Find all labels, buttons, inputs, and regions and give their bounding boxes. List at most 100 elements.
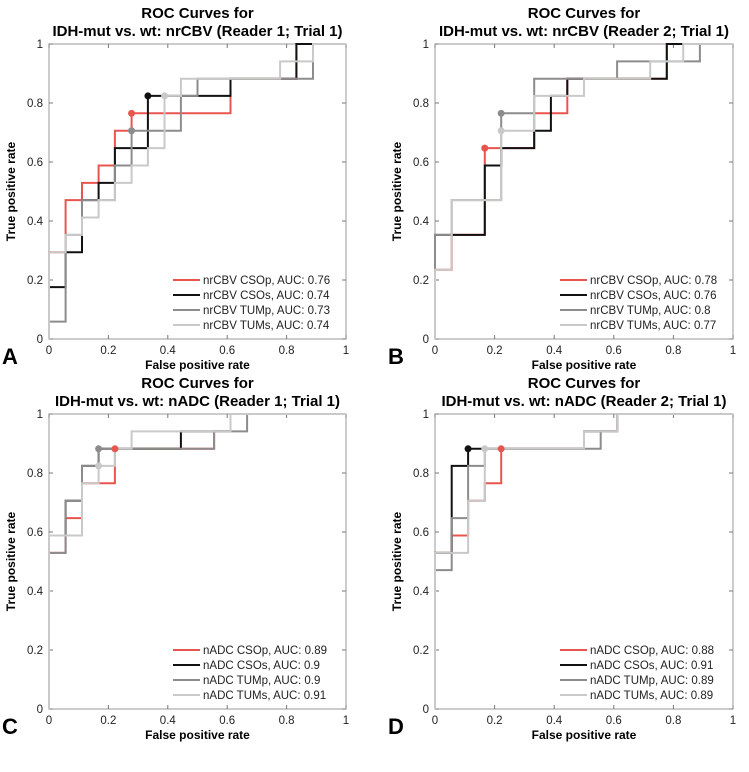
- x-tick-label: 0.8: [665, 345, 681, 357]
- y-tick-label: 0.2: [413, 645, 429, 657]
- x-tick-label: 0: [432, 715, 438, 727]
- y-tick-label: 0.6: [27, 157, 43, 169]
- optimal-point-marker-csos: [144, 92, 152, 100]
- chart-title-line-1: ROC Curves for: [528, 375, 641, 392]
- legend: nrCBV CSOp, AUC: 0.78 nrCBV CSOs, AUC: 0.…: [560, 275, 717, 332]
- y-tick-label: 1: [423, 39, 429, 51]
- legend-label: nrCBV TUMp, AUC: 0.8: [590, 305, 711, 317]
- y-tick-label: 0.2: [27, 275, 43, 287]
- optimal-point-marker-csop: [128, 109, 136, 117]
- roc-curve-tums: [434, 43, 733, 339]
- x-tick-label: 0.2: [100, 715, 116, 727]
- panel-letter: A: [2, 344, 18, 369]
- x-tick-label: 0.4: [546, 345, 563, 357]
- roc-curve-tums: [48, 43, 346, 339]
- y-axis-label: True positive rate: [390, 511, 404, 611]
- legend-label: nADC CSOs, AUC: 0.9: [203, 660, 320, 672]
- legend: nADC CSOp, AUC: 0.89 nADC CSOs, AUC: 0.9 n…: [173, 645, 327, 702]
- x-tick-label: 0.8: [279, 715, 295, 727]
- x-tick-label: 0.6: [606, 715, 622, 727]
- x-tick-label: 0.8: [279, 345, 295, 357]
- x-axis-label: False positive rate: [145, 358, 250, 372]
- optimal-point-marker-tums: [481, 445, 489, 453]
- x-axis-label: False positive rate: [145, 728, 250, 742]
- y-axis-label: True positive rate: [4, 141, 18, 241]
- chart-title-line-1: ROC Curves for: [141, 5, 254, 22]
- y-tick-label: 0.2: [27, 645, 43, 657]
- chart-title-line-2: IDH-mut vs. wt: nADC (Reader 1; Trial 1): [55, 393, 340, 410]
- x-tick-label: 0.8: [665, 715, 681, 727]
- legend-label: nADC TUMs, AUC: 0.91: [203, 690, 326, 702]
- panel-letter: C: [2, 714, 18, 739]
- legend-label: nrCBV CSOp, AUC: 0.78: [590, 275, 717, 287]
- x-tick-label: 1: [730, 345, 736, 357]
- y-axis-label: True positive rate: [4, 511, 18, 611]
- x-tick-label: 0.4: [160, 715, 177, 727]
- chart-title-line-1: ROC Curves for: [528, 5, 641, 22]
- y-tick-label: 0.4: [413, 586, 430, 598]
- x-tick-label: 1: [343, 715, 349, 727]
- y-tick-label: 1: [423, 409, 429, 421]
- roc-curve-tums: [48, 413, 346, 709]
- legend-label: nADC CSOp, AUC: 0.89: [203, 645, 327, 657]
- chart-title-line-2: IDH-mut vs. wt: nADC (Reader 2; Trial 1): [441, 393, 726, 410]
- y-tick-label: 0.4: [27, 216, 44, 228]
- x-tick-label: 0: [46, 345, 52, 357]
- chart-title-line-2: IDH-mut vs. wt: nrCBV (Reader 2; Trial 1…: [439, 23, 729, 40]
- y-tick-label: 0.6: [413, 527, 429, 539]
- legend-label: nADC TUMs, AUC: 0.89: [590, 690, 713, 702]
- y-tick-label: 1: [37, 409, 43, 421]
- x-tick-label: 0.6: [219, 715, 235, 727]
- x-tick-label: 0.6: [606, 345, 622, 357]
- legend: nrCBV CSOp, AUC: 0.76 nrCBV CSOs, AUC: 0.…: [173, 275, 330, 332]
- x-tick-label: 0.4: [546, 715, 563, 727]
- chart-title-line-1: ROC Curves for: [141, 375, 254, 392]
- legend-label: nADC TUMp, AUC: 0.89: [590, 675, 714, 687]
- y-tick-label: 0.8: [27, 468, 43, 480]
- x-tick-label: 1: [343, 345, 349, 357]
- y-tick-label: 0: [423, 334, 429, 346]
- y-tick-label: 0.4: [27, 586, 44, 598]
- y-tick-label: 0.6: [27, 527, 43, 539]
- y-tick-label: 0.6: [413, 157, 429, 169]
- y-tick-label: 1: [37, 39, 43, 51]
- x-tick-label: 0.4: [160, 345, 177, 357]
- y-axis-label: True positive rate: [390, 141, 404, 241]
- optimal-point-marker-tump: [497, 109, 505, 117]
- optimal-point-marker-tums: [497, 127, 505, 135]
- x-tick-label: 0.2: [487, 715, 503, 727]
- optimal-point-marker-tums: [161, 92, 169, 100]
- y-tick-label: 0.8: [413, 98, 429, 110]
- x-tick-label: 0.6: [219, 345, 235, 357]
- optimal-point-marker-tump: [128, 127, 136, 135]
- y-tick-label: 0.4: [413, 216, 430, 228]
- x-axis-label: False positive rate: [532, 728, 637, 742]
- optimal-point-marker-tums: [95, 462, 103, 470]
- legend-label: nrCBV CSOs, AUC: 0.76: [590, 290, 717, 302]
- legend: nADC CSOp, AUC: 0.88 nADC CSOs, AUC: 0.91…: [560, 645, 714, 702]
- x-tick-label: 0.2: [100, 345, 116, 357]
- legend-label: nADC TUMp, AUC: 0.9: [203, 675, 320, 687]
- optimal-point-marker-csop: [481, 144, 489, 152]
- y-tick-label: 0: [37, 704, 43, 716]
- x-tick-label: 0.2: [487, 345, 503, 357]
- optimal-point-marker-csos: [464, 445, 472, 453]
- legend-label: nrCBV TUMs, AUC: 0.74: [203, 320, 330, 332]
- panel-letter: B: [388, 344, 404, 369]
- legend-label: nADC CSOs, AUC: 0.91: [590, 660, 713, 672]
- legend-label: nrCBV TUMp, AUC: 0.73: [203, 305, 330, 317]
- y-tick-label: 0: [37, 334, 43, 346]
- chart-title-line-2: IDH-mut vs. wt: nrCBV (Reader 1; Trial 1…: [52, 23, 342, 40]
- legend-label: nADC CSOp, AUC: 0.88: [590, 645, 714, 657]
- y-tick-label: 0.2: [413, 275, 429, 287]
- y-tick-label: 0.8: [27, 98, 43, 110]
- x-tick-label: 1: [730, 715, 736, 727]
- y-tick-label: 0: [423, 704, 429, 716]
- x-axis-label: False positive rate: [532, 358, 637, 372]
- y-tick-label: 0.8: [413, 468, 429, 480]
- panel-letter: D: [388, 714, 404, 739]
